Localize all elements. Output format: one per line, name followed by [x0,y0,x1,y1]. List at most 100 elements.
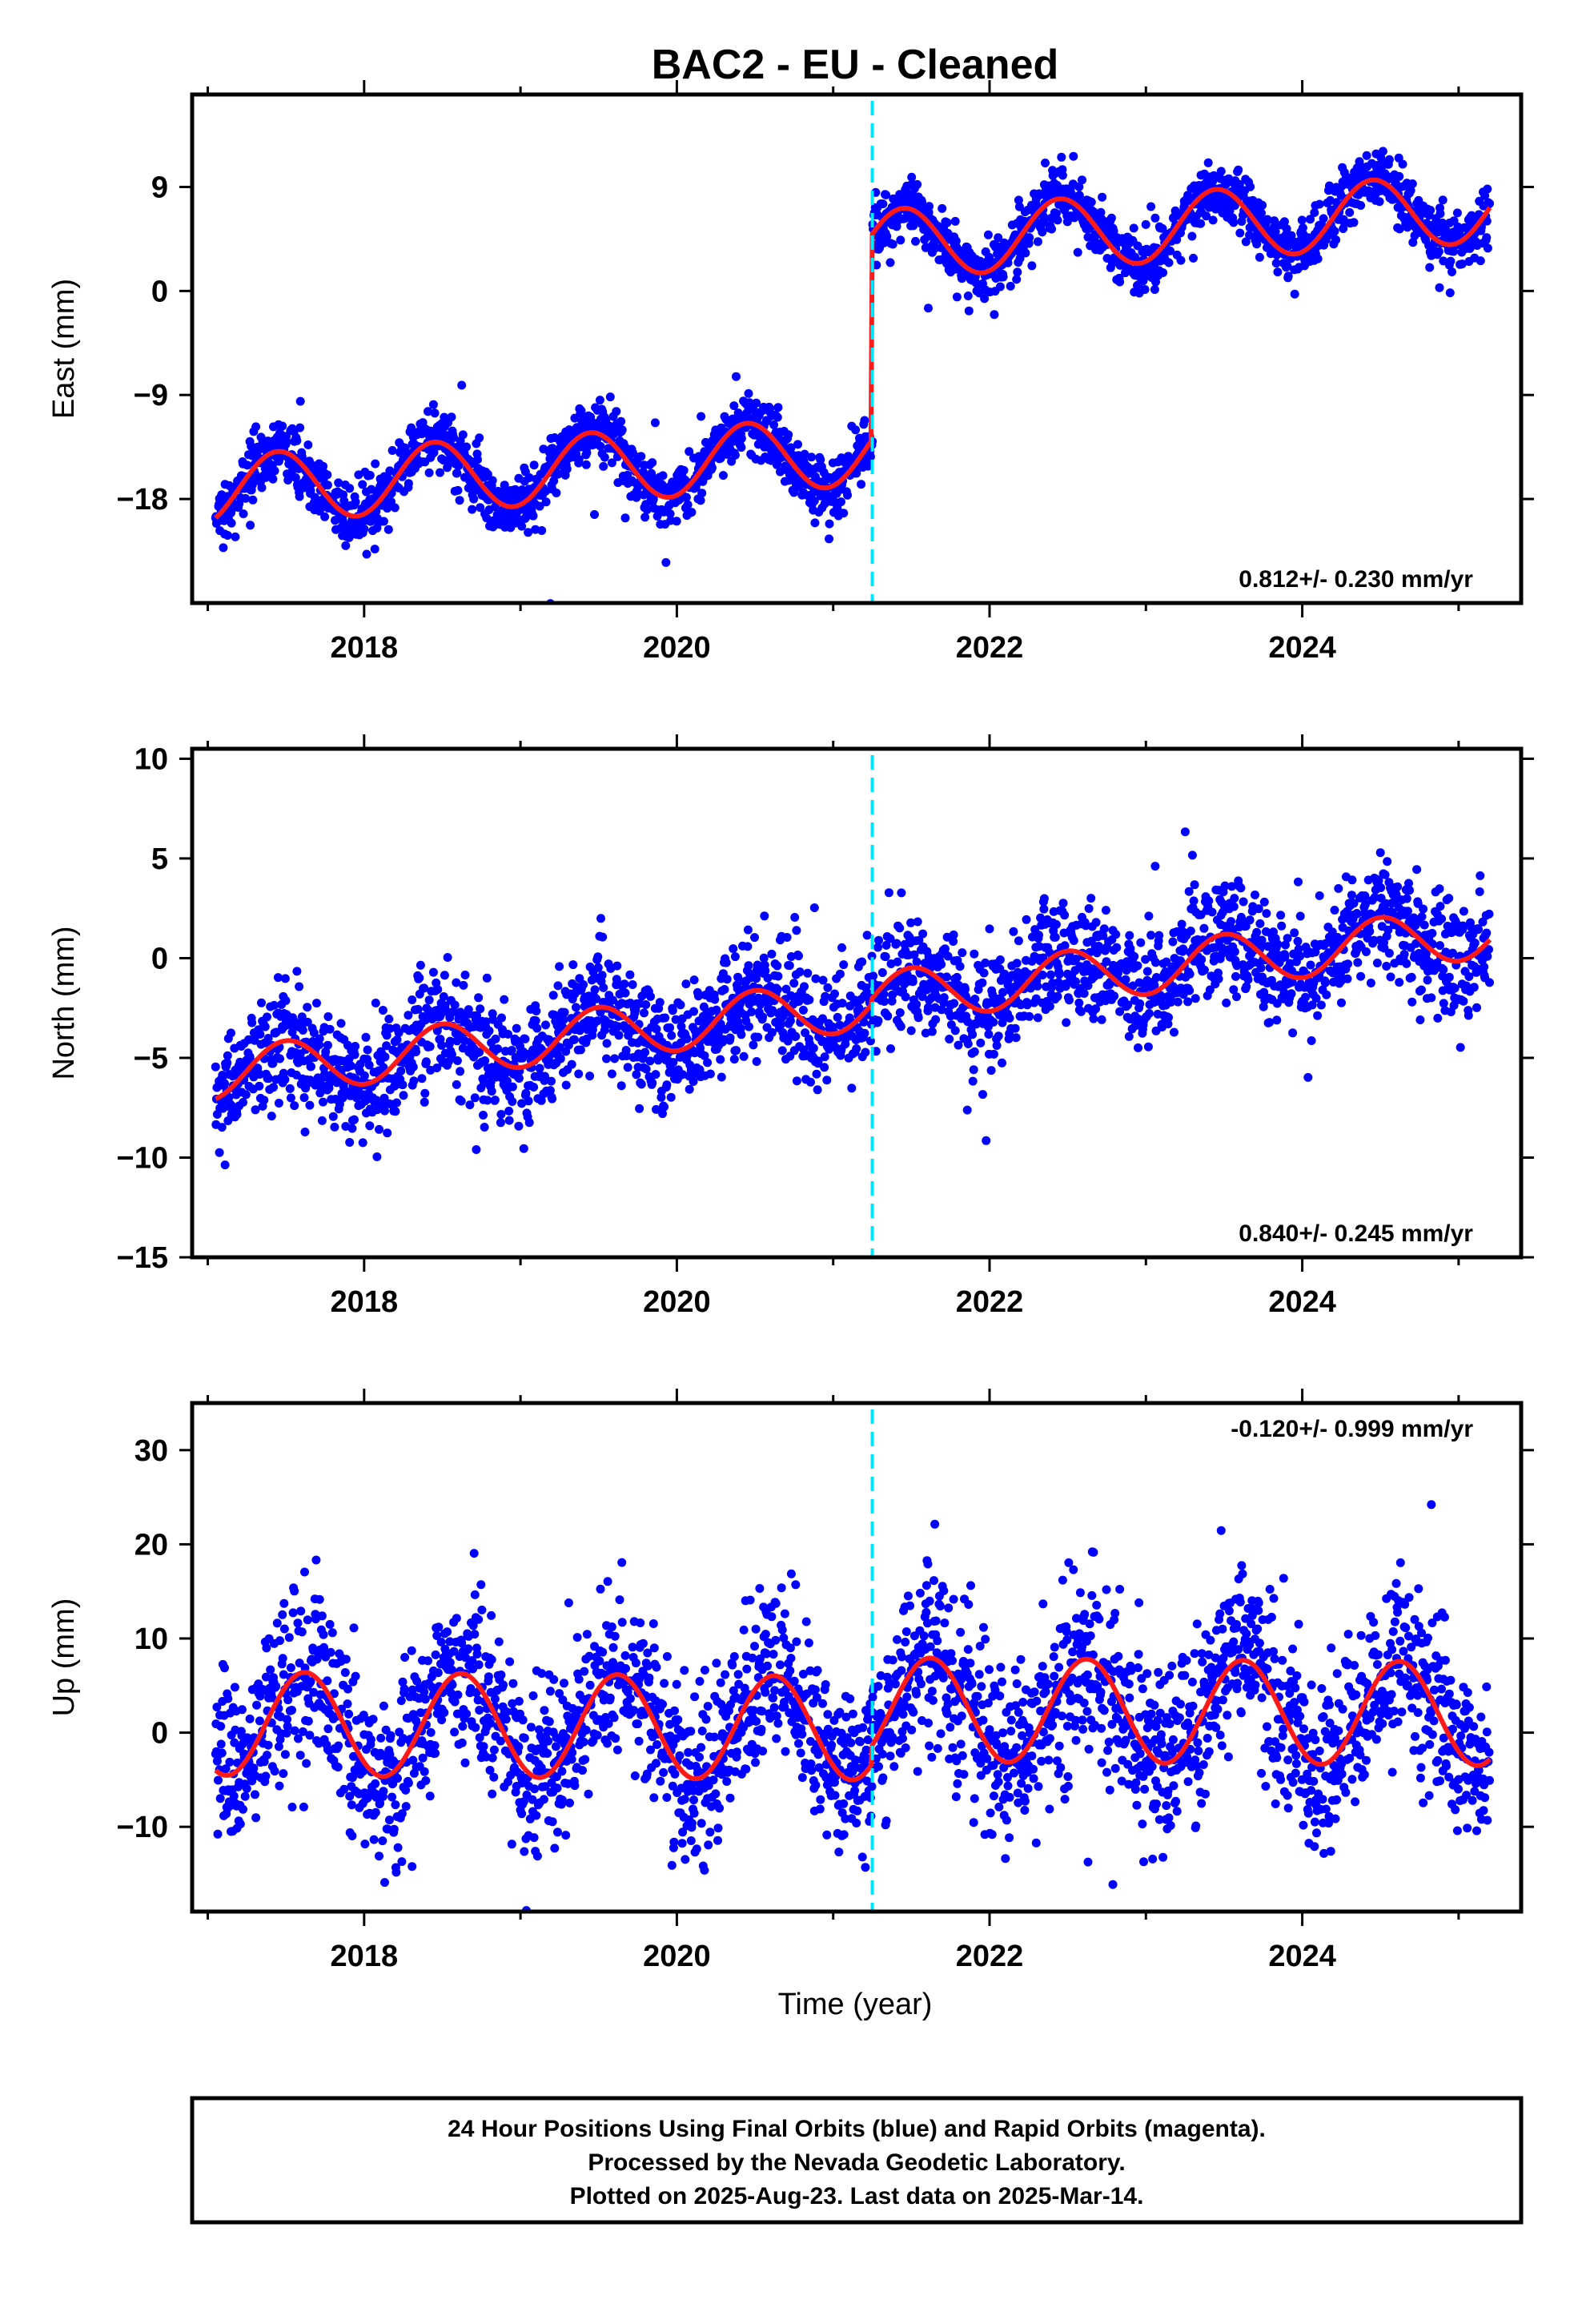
data-point [743,925,753,935]
data-point [689,975,699,985]
data-point [763,973,773,983]
data-point [985,924,994,934]
data-point [1452,208,1462,218]
data-point [488,476,497,485]
data-point [379,517,388,526]
data-point [695,1065,705,1075]
data-point [1039,216,1049,226]
data-point [873,943,882,952]
data-point [984,1030,994,1039]
data-point [585,1072,595,1081]
data-point [800,982,809,991]
data-point [825,519,834,529]
data-point [1251,891,1259,899]
data-point [384,1015,394,1023]
data-point [660,1102,669,1112]
data-point [895,1008,905,1017]
data-point [351,1042,360,1051]
data-point [576,1045,585,1055]
data-point [1199,923,1209,933]
data-point [623,1063,632,1072]
data-point [760,911,769,921]
data-point [685,1084,694,1094]
data-point [1406,186,1415,195]
data-point [961,984,970,994]
data-point [1074,998,1084,1007]
data-point [907,172,917,182]
data-point [474,993,484,1003]
data-point [777,1046,787,1055]
data-point [1395,224,1404,234]
data-point [319,461,327,471]
data-point [223,1058,232,1068]
data-point [1189,896,1199,906]
data-point [852,1044,861,1053]
data-point [1319,214,1328,223]
data-point [945,1035,954,1043]
data-point [280,1075,290,1084]
data-point [433,985,443,994]
data-point [823,983,833,992]
data-point [693,991,703,1001]
data-point [1208,215,1218,225]
data-point [839,960,849,970]
data-point [1123,1000,1133,1010]
data-point [1150,980,1159,990]
data-point [1134,978,1144,987]
data-point [1279,217,1289,227]
data-point [452,1056,462,1065]
data-point [937,1005,946,1015]
data-point [952,972,962,982]
data-point [220,1160,230,1170]
data-point [508,1082,517,1092]
data-point [1282,224,1291,234]
data-point [881,952,890,962]
data-point [638,467,648,476]
data-point [452,978,461,987]
data-point [811,974,821,983]
x-tick-label: 2018 [331,631,399,665]
data-point [500,995,509,1004]
data-point [250,1035,259,1045]
data-point [990,310,999,320]
data-point [371,999,380,1007]
data-point [1230,947,1239,956]
data-point [648,1078,657,1088]
data-point [1129,223,1138,233]
data-point [358,1138,367,1148]
data-point [732,372,741,381]
data-point [484,1026,494,1035]
y-axis-label: East (mm) [47,279,81,419]
data-point [632,1070,641,1080]
data-point [1330,227,1339,236]
data-point [607,1069,616,1079]
data-point [592,1016,602,1026]
data-point [978,978,987,987]
data-point [600,452,609,462]
data-point [1190,880,1199,890]
data-point [1098,931,1108,940]
data-point [648,458,657,468]
data-point [1356,201,1366,210]
data-point [1235,228,1245,238]
data-point [1395,171,1404,181]
data-point [759,953,769,963]
data-point [1311,994,1321,1003]
data-point [809,903,819,912]
y-tick-label: −9 [134,379,168,412]
data-point [1097,1015,1106,1024]
data-point [1078,175,1086,185]
data-point [274,1099,283,1108]
data-point [312,999,321,1008]
data-point [278,421,287,431]
data-point [1039,894,1049,903]
data-point [689,1077,698,1086]
data-point [298,1026,307,1035]
data-point [773,961,782,971]
data-point [1062,1018,1071,1027]
data-point [641,1000,651,1009]
data-point [457,380,467,390]
data-point [1330,906,1339,915]
data-point [1038,971,1047,979]
